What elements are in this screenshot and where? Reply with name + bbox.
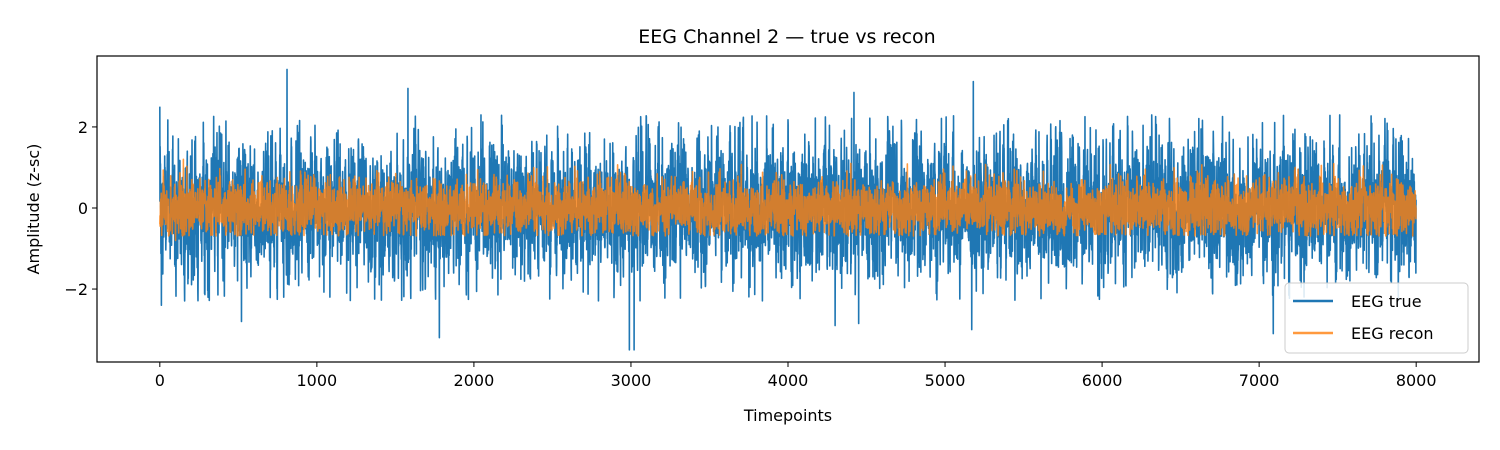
x-tick-label: 1000 (297, 371, 338, 390)
chart-title: EEG Channel 2 — true vs recon (638, 26, 935, 48)
x-tick-label: 0 (155, 371, 165, 390)
y-tick-label: −2 (64, 280, 88, 299)
x-tick-label: 5000 (925, 371, 966, 390)
x-tick-label: 2000 (454, 371, 495, 390)
x-tick-label: 6000 (1082, 371, 1123, 390)
series-layer (159, 68, 1417, 351)
series-line-eeg-recon (159, 158, 1417, 242)
x-axis: 0 1000 2000 3000 4000 5000 6000 7000 8000 (155, 362, 1437, 390)
legend-label-eeg-true: EEG true (1351, 292, 1422, 311)
x-tick-label: 7000 (1239, 371, 1280, 390)
legend-label-eeg-recon: EEG recon (1351, 324, 1434, 343)
x-tick-label: 8000 (1396, 371, 1437, 390)
x-tick-label: 3000 (611, 371, 652, 390)
y-axis-title: Amplitude (z-sc) (24, 144, 43, 275)
x-axis-title: Timepoints (743, 406, 832, 425)
y-axis: −2 0 2 (64, 118, 97, 299)
y-tick-label: 2 (78, 118, 88, 137)
x-tick-label: 4000 (768, 371, 809, 390)
legend: EEG true EEG recon (1284, 282, 1469, 354)
y-tick-label: 0 (78, 199, 88, 218)
